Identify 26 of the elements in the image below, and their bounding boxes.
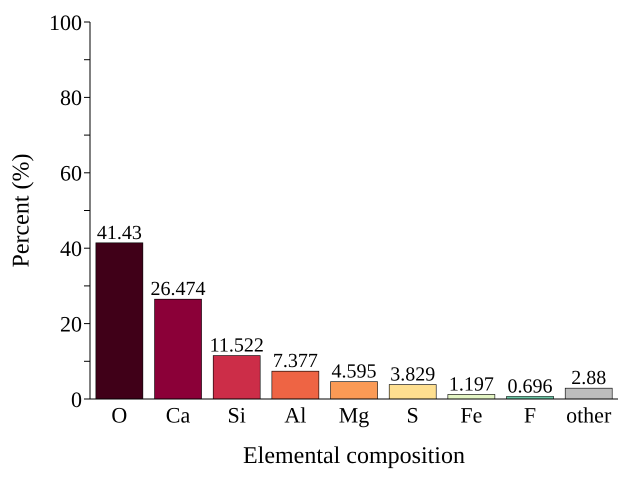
data-label: 7.377: [272, 350, 318, 372]
x-tick-label: S: [406, 402, 419, 428]
x-tick-label: O: [111, 402, 128, 428]
x-tick-label: Mg: [338, 402, 370, 428]
x-tick-label: other: [566, 402, 612, 428]
y-tick-label: 100: [49, 10, 82, 35]
x-tick-label: F: [524, 402, 536, 428]
x-tick-label: Fe: [460, 402, 482, 428]
data-label: 11.522: [210, 334, 264, 357]
data-label: 26.474: [150, 278, 206, 300]
y-axis-title: Percent (%): [8, 154, 35, 268]
data-label: 4.595: [332, 360, 377, 383]
y-tick-label: 0: [71, 386, 82, 412]
data-label: 0.696: [508, 375, 553, 398]
y-tick-label: 80: [60, 85, 82, 110]
x-tick-label: Al: [284, 402, 306, 428]
y-tick-label: 20: [60, 311, 82, 336]
data-label: 1.197: [448, 373, 494, 396]
y-tick-label: 40: [60, 236, 82, 262]
x-axis-title: Elemental composition: [243, 443, 465, 469]
data-label: 2.88: [571, 367, 606, 390]
data-label: 3.829: [390, 364, 436, 386]
x-tick-label: Ca: [166, 402, 190, 428]
x-tick-label: Si: [227, 402, 246, 428]
data-label: 41.43: [96, 222, 142, 244]
y-tick-label: 60: [60, 160, 82, 186]
